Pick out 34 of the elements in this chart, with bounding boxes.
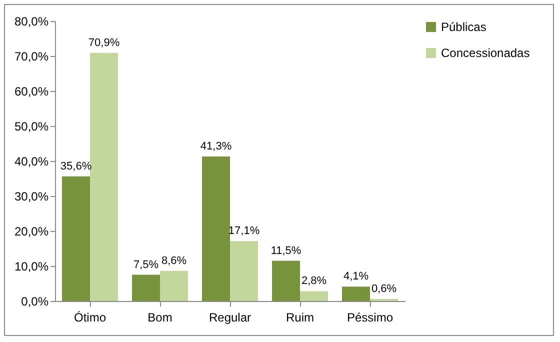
y-tick-label: 10,0% <box>14 260 49 274</box>
bar <box>62 176 90 301</box>
y-tick-label: 50,0% <box>14 120 49 134</box>
y-tick-label: 70,0% <box>14 50 49 64</box>
bar <box>160 270 188 301</box>
data-label: 41,3% <box>200 140 232 152</box>
y-tick-label: 40,0% <box>14 154 49 168</box>
data-label: 4,1% <box>343 270 369 283</box>
bar <box>90 52 118 301</box>
data-label: 11,5% <box>270 244 302 257</box>
bar <box>342 286 370 301</box>
legend-label: Concessionadas <box>441 46 530 60</box>
data-label: 8,6% <box>161 254 187 267</box>
data-label: 2,8% <box>301 275 327 288</box>
x-tick-label: Bom <box>148 310 172 324</box>
x-tick-label: Péssimo <box>346 310 394 324</box>
data-label: 35,6% <box>60 160 92 172</box>
x-tick-label: Ruim <box>286 310 314 324</box>
y-tick-label: 60,0% <box>14 84 49 98</box>
data-label: 70,9% <box>88 36 120 49</box>
bar <box>272 260 300 301</box>
legend-label: Públicas <box>441 20 486 34</box>
bar <box>202 156 230 301</box>
bar <box>132 274 160 301</box>
y-tick-label: 80,0% <box>14 14 49 28</box>
x-tick-label: Regular <box>208 310 252 324</box>
x-tick-label: Ótimo <box>74 310 106 324</box>
y-tick-label: 0,0% <box>21 294 49 308</box>
bar <box>230 241 258 301</box>
y-tick-label: 30,0% <box>14 190 49 204</box>
bar <box>300 291 328 301</box>
data-label: 0,6% <box>371 282 397 295</box>
data-label: 7,5% <box>133 258 159 271</box>
y-tick-label: 20,0% <box>14 224 49 238</box>
